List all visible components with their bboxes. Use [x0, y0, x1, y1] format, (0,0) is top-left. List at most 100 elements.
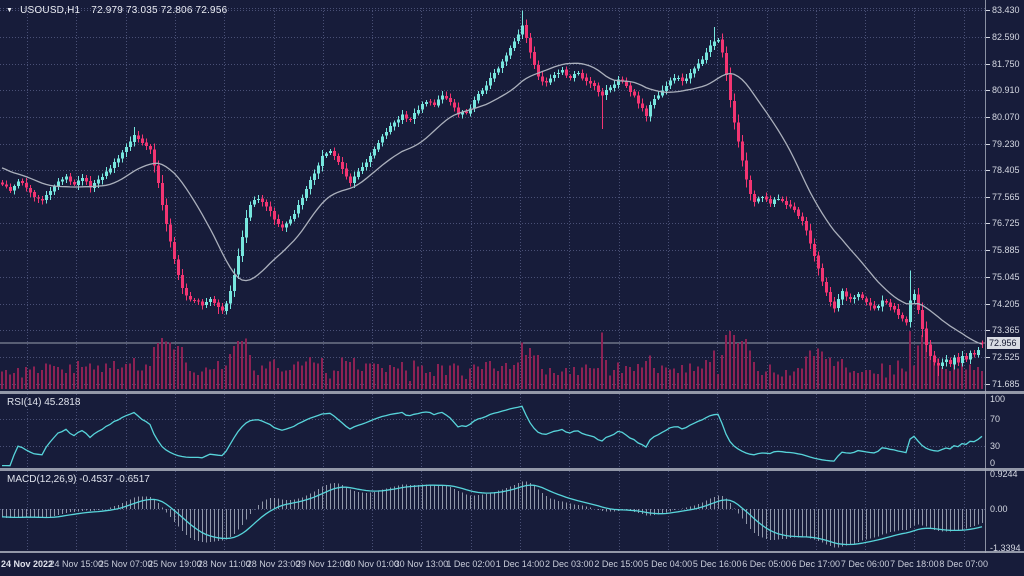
candle-bear	[801, 216, 804, 222]
candle-bull	[245, 217, 248, 238]
candle-bull	[945, 359, 948, 363]
volume-bar	[69, 364, 71, 389]
candle-bull	[461, 111, 464, 115]
candle-bull	[677, 77, 680, 79]
macd-values: -0.4537 -0.6517	[79, 474, 150, 485]
candle-bear	[625, 81, 628, 86]
candle-bull	[77, 180, 80, 186]
volume-bar	[565, 368, 567, 389]
time-axis-label: 2 Dec 03:00	[545, 559, 594, 569]
candle-bear	[793, 206, 796, 210]
volume-bar	[725, 334, 727, 389]
candle-bull	[117, 158, 120, 163]
candle-bear	[825, 282, 828, 293]
volume-bar	[945, 369, 947, 389]
candle-bull	[121, 152, 124, 159]
price-axis-label: 72.525	[992, 351, 1020, 362]
candle-bull	[53, 186, 56, 192]
volume-bar	[149, 365, 151, 389]
volume-bar	[593, 368, 595, 389]
volume-bar	[301, 365, 303, 389]
volume-bar	[381, 367, 383, 389]
candle-bear	[781, 198, 784, 201]
candle-bull	[317, 165, 320, 174]
candle-bull	[557, 72, 560, 75]
volume-bar	[473, 364, 475, 389]
volume-bar	[561, 371, 563, 389]
volume-bar	[817, 348, 819, 389]
candle-bull	[61, 179, 64, 182]
candle-bear	[865, 298, 868, 303]
volume-bar	[165, 341, 167, 389]
rsi-axis-label: 70	[990, 414, 1001, 425]
volume-bar	[173, 349, 175, 389]
volume-bar	[921, 334, 923, 389]
time-axis-label: 30 Nov 01:00	[345, 559, 399, 569]
candle-bull	[13, 186, 16, 191]
candle-bear	[869, 302, 872, 306]
candle-bear	[337, 156, 340, 163]
volume-bar	[773, 372, 775, 389]
candle-bear	[197, 300, 200, 302]
price-axis-label: 83.430	[992, 5, 1020, 16]
volume-bar	[689, 363, 691, 389]
volume-bar	[129, 363, 131, 389]
candle-bear	[213, 298, 216, 303]
volume-bar	[217, 360, 219, 389]
volume-bar	[521, 342, 523, 389]
candle-bull	[133, 135, 136, 142]
candle-bull	[701, 59, 704, 64]
candle-bull	[513, 41, 516, 48]
grid-layer	[0, 8, 985, 551]
candle-bear	[809, 230, 812, 244]
symbol-marker-icon[interactable]: ▼	[6, 7, 14, 14]
panel-separator[interactable]	[0, 468, 1024, 471]
candle-bear	[581, 73, 584, 79]
volume-bar	[681, 365, 683, 389]
volume-bar	[973, 369, 975, 389]
volume-bar	[37, 373, 39, 389]
volume-bar	[437, 364, 439, 389]
volume-bar	[177, 346, 179, 389]
candle-bear	[153, 149, 156, 166]
panel-separator[interactable]	[0, 391, 1024, 394]
volume-bar	[813, 356, 815, 389]
volume-bar	[373, 363, 375, 389]
candle-bull	[693, 68, 696, 74]
time-axis-label: 5 Dec 16:00	[692, 559, 742, 569]
time-axis-label: 6 Dec 17:00	[791, 559, 841, 569]
volume-bar	[881, 363, 883, 389]
volume-bar	[93, 369, 95, 389]
volume-bar	[793, 371, 795, 389]
volume-bar	[737, 343, 739, 389]
volume-bar	[133, 357, 135, 389]
volume-bar	[345, 360, 347, 389]
volume-bar	[261, 365, 263, 389]
candle-bull	[553, 74, 556, 79]
volume-bar	[65, 373, 67, 389]
volume-bar	[377, 363, 379, 389]
volume-bar	[213, 369, 215, 389]
candle-bull	[617, 79, 620, 85]
candle-bull	[685, 78, 688, 82]
volume-bar	[253, 370, 255, 389]
candle-bull	[857, 294, 860, 298]
volume-bar	[777, 374, 779, 389]
candle-bear	[729, 74, 732, 101]
candle-bull	[301, 197, 304, 206]
volume-bar	[557, 374, 559, 389]
candle-bull	[45, 195, 48, 201]
candle-bear	[545, 81, 548, 83]
macd-axis-label: 0.00	[990, 504, 1008, 514]
candle-bull	[501, 61, 504, 69]
volume-bar	[965, 369, 967, 389]
candle-bear	[745, 160, 748, 180]
panel-separator[interactable]	[0, 551, 1024, 553]
candle-bull	[697, 63, 700, 69]
rsi-value: 45.2818	[44, 397, 81, 408]
volume-bar	[961, 362, 963, 389]
volume-bar	[885, 377, 887, 389]
volume-bar	[157, 343, 159, 389]
candles-layer[interactable]	[1, 10, 984, 376]
